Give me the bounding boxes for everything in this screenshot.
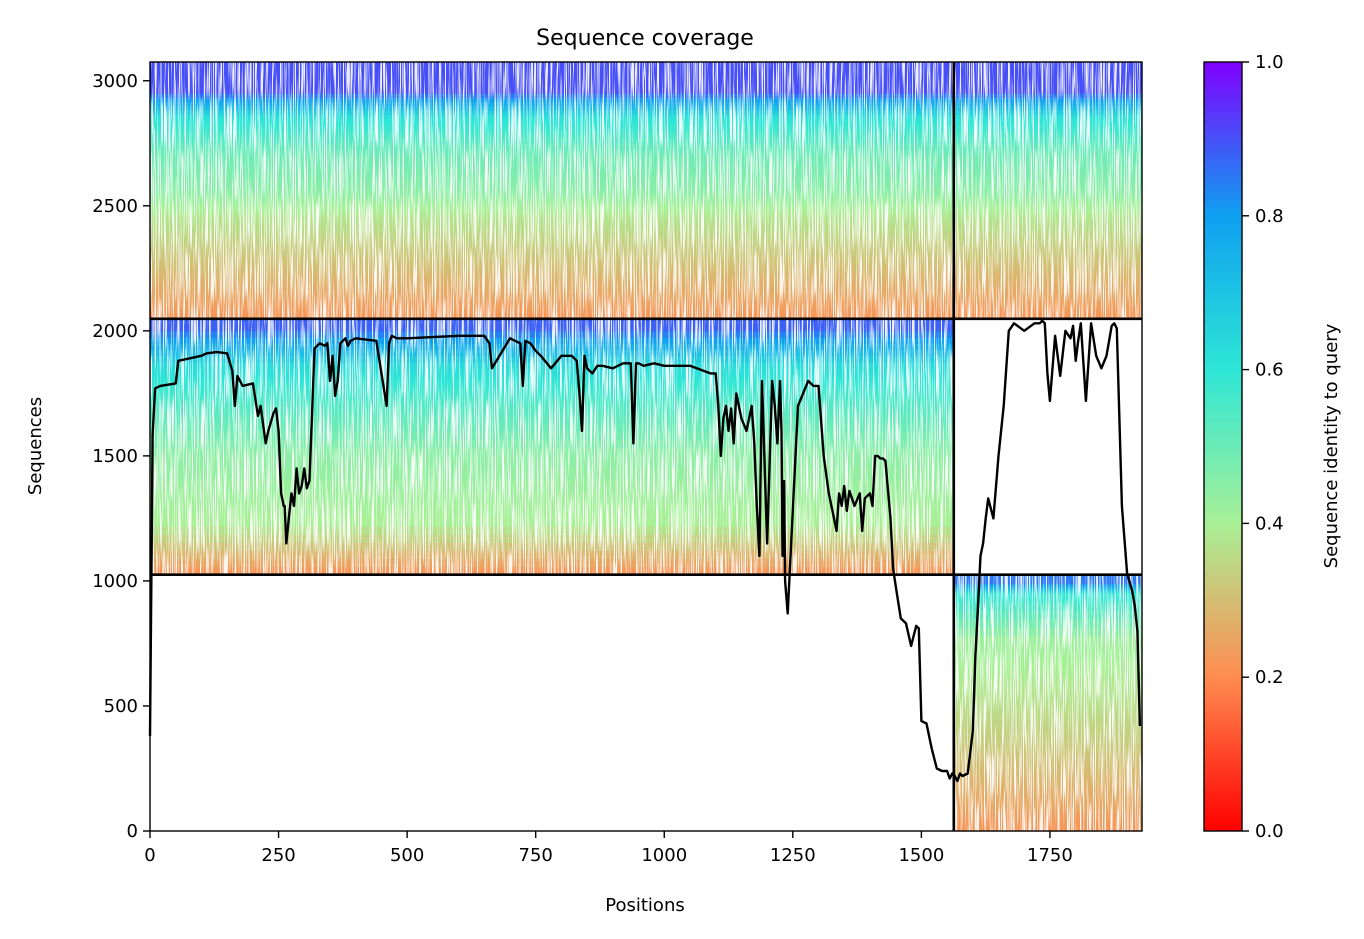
x-tick-label: 1250 — [770, 845, 816, 866]
colorbar-tick-label: 0.2 — [1255, 667, 1284, 688]
chart-title: Sequence coverage — [536, 26, 754, 51]
x-tick-label: 750 — [519, 845, 553, 866]
axes-frame — [149, 61, 1143, 832]
y-axis-label: Sequences — [25, 397, 46, 495]
coverage-line — [148, 319, 1142, 783]
x-tick-label: 0 — [144, 845, 155, 866]
colorbar-tick-label: 1.0 — [1255, 52, 1284, 73]
colorbar-tick-label: 0.8 — [1255, 206, 1284, 227]
x-tick-label: 1000 — [641, 845, 687, 866]
colorbar-tick-label: 0.4 — [1255, 513, 1284, 534]
y-tick-label: 0 — [127, 821, 138, 842]
colorbar-tick-label: 0.0 — [1255, 821, 1284, 842]
colorbar-tick-label: 0.6 — [1255, 360, 1284, 381]
y-tick-label: 2000 — [92, 321, 138, 342]
x-tick-label: 500 — [390, 845, 424, 866]
gap-speckle — [150, 62, 1142, 319]
colorbar-bar — [1203, 61, 1243, 832]
y-tick-label: 1000 — [92, 571, 138, 592]
y-tick-label: 500 — [104, 696, 138, 717]
x-tick-label: 1750 — [1027, 845, 1073, 866]
heatmap-block-3 — [953, 574, 1142, 832]
y-tick-label: 1500 — [92, 446, 138, 467]
gap-speckle — [150, 318, 954, 575]
heatmap-block-1 — [150, 62, 1142, 320]
y-axis-ticks: 0 500 1000 1500 2000 2500 3000 — [92, 71, 150, 842]
y-tick-label: 3000 — [92, 71, 138, 92]
x-tick-label: 250 — [261, 845, 295, 866]
colorbar: 0.0 0.2 0.4 0.6 0.8 1.0 — [1203, 52, 1284, 842]
heatmap-blocks — [150, 62, 1142, 832]
y-tick-label: 2500 — [92, 196, 138, 217]
x-axis-label: Positions — [605, 895, 684, 916]
heatmap-block-2 — [150, 318, 954, 576]
coverage-line-layer — [148, 319, 1142, 783]
x-tick-label: 1500 — [898, 845, 944, 866]
colorbar-label: Sequence identity to query — [1321, 323, 1342, 568]
gap-speckle — [953, 574, 1142, 831]
x-axis-ticks: 0 250 500 750 1000 1250 1500 1750 — [144, 831, 1073, 866]
plot-frame — [149, 61, 1143, 832]
